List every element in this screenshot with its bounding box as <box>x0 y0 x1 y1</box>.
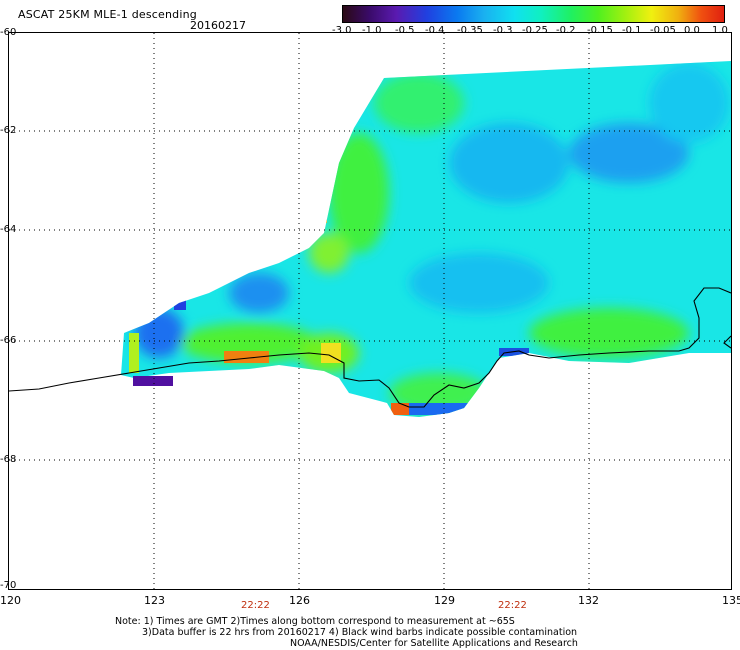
colorbar-tick: -0.3 <box>493 25 513 36</box>
lon-label: 132 <box>578 594 599 607</box>
coastline-east <box>723 335 731 349</box>
lon-label: 126 <box>289 594 310 607</box>
lon-label: 123 <box>144 594 165 607</box>
colorbar-tick: -0.1 <box>622 25 642 36</box>
lat-label: -66 <box>0 335 17 346</box>
note-line-1: Note: 1) Times are GMT 2)Times along bot… <box>115 616 515 627</box>
time-label: 22:22 <box>241 600 270 611</box>
lat-label: -62 <box>0 125 17 136</box>
note-line-2: 3)Data buffer is 22 hrs from 20160217 4)… <box>142 627 578 638</box>
colorbar-tick: -0.4 <box>425 25 445 36</box>
colorbar-tick: -0.5 <box>395 25 415 36</box>
colorbar-tick: -0.25 <box>522 25 548 36</box>
wind-field-map <box>9 33 731 589</box>
chart-title: ASCAT 25KM MLE-1 descending <box>18 8 197 21</box>
purple-patch <box>133 376 173 386</box>
lon-label: 129 <box>434 594 455 607</box>
colorbar-tick: -0.15 <box>587 25 613 36</box>
chart-date: 20160217 <box>190 19 246 32</box>
lon-label: 135 <box>722 594 740 607</box>
colorbar-tick: -3.0 <box>332 25 352 36</box>
time-label: 22:22 <box>498 600 527 611</box>
colorbar-tick: -0.35 <box>457 25 483 36</box>
lat-label: -64 <box>0 224 17 235</box>
colorbar-tick: 0.0 <box>684 25 700 36</box>
lat-label: -60 <box>0 27 17 38</box>
colorbar-tick: 1.0 <box>712 25 728 36</box>
map-panel <box>8 32 732 590</box>
graticule <box>9 33 731 589</box>
lat-label: -70 <box>0 580 17 591</box>
colorbar-tick: -0.05 <box>650 25 676 36</box>
colorbar-tick: -0.2 <box>556 25 576 36</box>
coastline <box>9 287 731 408</box>
colorbar-tick: -1.0 <box>362 25 382 36</box>
wind-data-field <box>121 61 731 417</box>
note-line-3: NOAA/NESDIS/Center for Satellite Applica… <box>290 638 578 649</box>
lat-label: -68 <box>0 454 17 465</box>
lon-label: 120 <box>0 594 21 607</box>
colorbar <box>342 5 725 23</box>
